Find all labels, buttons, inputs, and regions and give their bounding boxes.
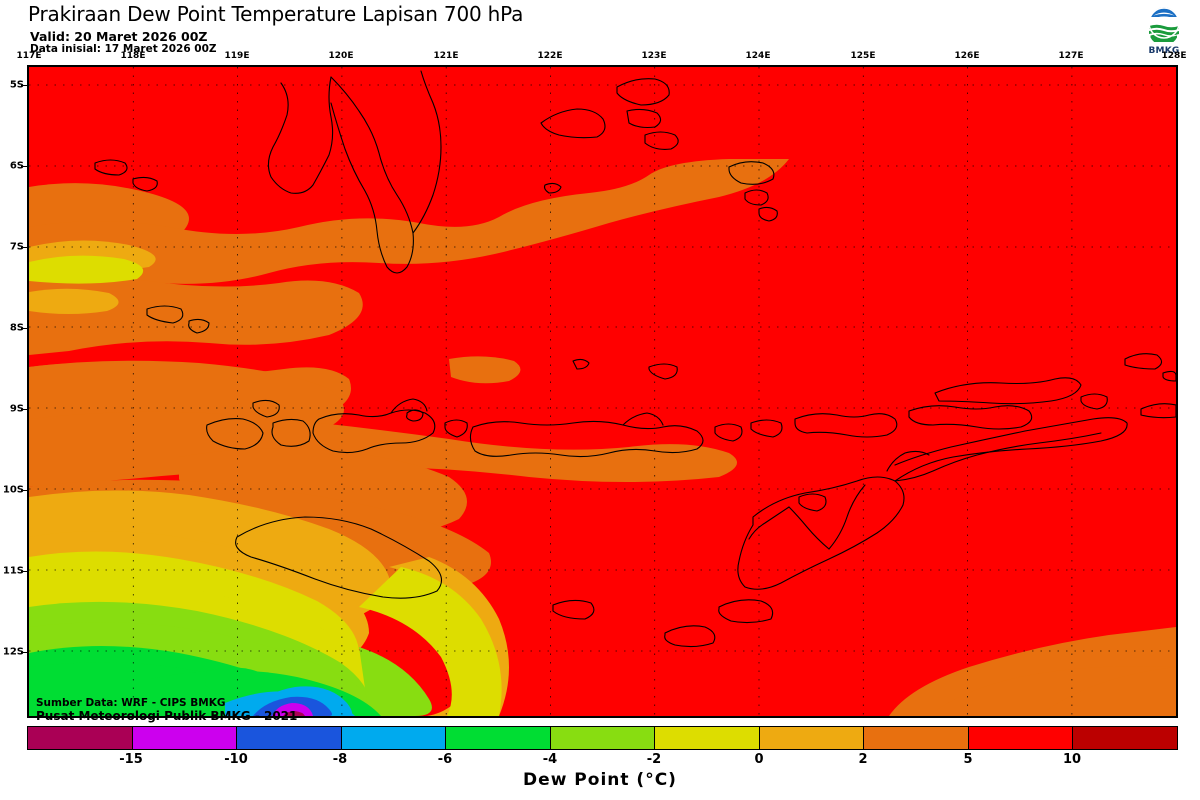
x-axis-label-7: 124E [745, 51, 771, 61]
colorbar-segment-10 [1073, 727, 1178, 749]
band-magenta-core [283, 711, 305, 716]
page-title: Prakiraan Dew Point Temperature Lapisan … [28, 2, 524, 26]
y-axis-label-2: 7S [9, 241, 24, 253]
colorbar-segment-2 [237, 727, 342, 749]
y-axis-tick-0 [21, 85, 27, 86]
logo-label: BMKG [1148, 46, 1180, 56]
colorbar-tick-9: 10 [1062, 752, 1082, 767]
colorbar-segment-0 [28, 727, 133, 749]
colorbar-tick-8: 5 [963, 752, 973, 767]
y-axis-tick-3 [21, 328, 27, 329]
x-axis-label-2: 119E [224, 51, 250, 61]
colorbar-segment-6 [655, 727, 760, 749]
y-axis-label-0: 5S [9, 79, 24, 91]
y-axis-tick-1 [21, 166, 27, 167]
x-axis-label-10: 127E [1058, 51, 1084, 61]
band-darkred [1119, 67, 1176, 107]
y-axis-tick-2 [21, 247, 27, 248]
colorbar[interactable] [27, 726, 1178, 750]
y-axis-label-1: 6S [9, 160, 24, 172]
data-source-label: Sumber Data: WRF - CIPS BMKG [36, 697, 226, 709]
y-axis-label-3: 8S [9, 322, 24, 334]
colorbar-tick-7: 2 [858, 752, 868, 767]
colorbar-title: Dew Point (°C) [523, 770, 677, 790]
x-axis-label-4: 121E [433, 51, 459, 61]
x-axis-label-3: 120E [328, 51, 354, 61]
colorbar-tick-3: -6 [437, 752, 453, 767]
colorbar-segment-7 [759, 727, 865, 749]
y-axis-label-4: 9S [9, 403, 24, 415]
colorbar-segment-3 [341, 727, 447, 749]
y-axis-label-6: 11S [2, 565, 24, 577]
colorbar-segment-9 [968, 727, 1074, 749]
colorbar-tick-2: -8 [332, 752, 348, 767]
colorbar-segment-8 [864, 727, 969, 749]
y-axis-tick-5 [21, 490, 27, 491]
band-violet [272, 703, 313, 716]
x-axis-label-1: 118E [120, 51, 146, 61]
valid-time-label: Valid: 20 Maret 2026 00Z [30, 29, 208, 44]
x-axis-label-6: 123E [641, 51, 667, 61]
y-axis-tick-7 [21, 652, 27, 653]
y-axis-tick-4 [21, 409, 27, 410]
y-axis-label-5: 10S [2, 484, 24, 496]
colorbar-tick-6: 0 [754, 752, 764, 767]
colorbar-segment-5 [550, 727, 656, 749]
colorbar-tick-4: -4 [542, 752, 558, 767]
contour-field [29, 67, 1176, 716]
map-canvas[interactable] [27, 65, 1178, 718]
colorbar-tick-1: -10 [224, 752, 248, 767]
colorbar-tick-5: -2 [646, 752, 662, 767]
bmkg-logo-icon [1148, 7, 1180, 46]
initial-data-label: Data inisial: 17 Maret 2026 00Z [30, 43, 217, 55]
x-axis-label-11: 128E [1161, 51, 1187, 61]
y-axis-tick-6 [21, 571, 27, 572]
colorbar-segment-4 [446, 727, 551, 749]
colorbar-tick-0: -15 [119, 752, 143, 767]
x-axis-label-0: 117E [16, 51, 42, 61]
bmkg-logo: BMKG [1141, 6, 1187, 56]
x-axis-label-9: 126E [954, 51, 980, 61]
colorbar-segment-1 [132, 727, 238, 749]
x-axis-label-8: 125E [850, 51, 876, 61]
y-axis-label-7: 12S [2, 646, 24, 658]
x-axis-label-5: 122E [537, 51, 563, 61]
owner-label: Pusat Meteorologi Publik BMKG - 2021 [36, 709, 298, 723]
